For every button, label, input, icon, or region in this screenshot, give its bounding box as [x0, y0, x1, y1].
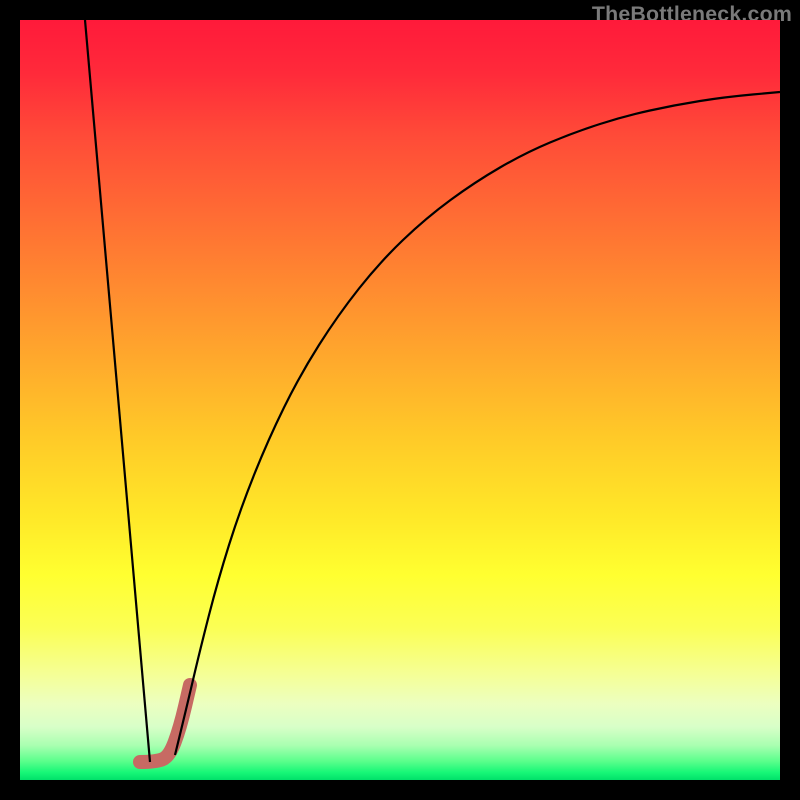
chart-frame: TheBottleneck.com: [0, 0, 800, 800]
left-descending-line: [85, 20, 150, 762]
right-saturating-curve: [175, 92, 780, 755]
curve-layer: [20, 20, 780, 780]
plot-area: [20, 20, 780, 780]
